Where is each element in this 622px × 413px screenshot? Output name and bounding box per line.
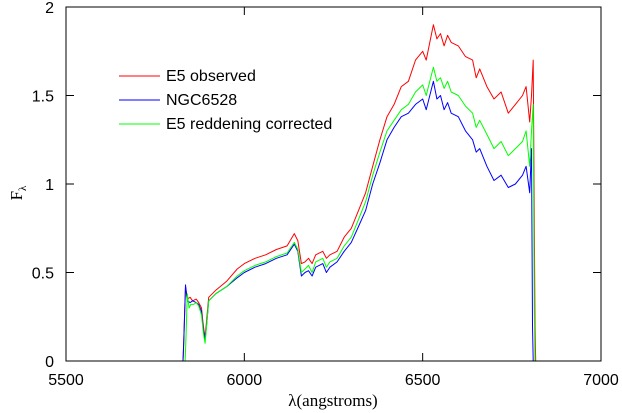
legend-label-1: E5 observed <box>166 68 256 85</box>
legend-label-3: E5 reddening corrected <box>166 116 332 133</box>
x-axis-ticks: 5500 6000 6500 7000 <box>48 7 619 389</box>
x-tick-label: 6000 <box>227 372 263 389</box>
x-axis-label: λ(angstroms) <box>288 391 377 410</box>
y-tick-label: 0 <box>45 354 54 371</box>
y-axis-label-subscript: λ <box>17 185 29 191</box>
y-tick-label: 0.5 <box>32 266 54 283</box>
y-axis-label-main: F <box>7 191 26 200</box>
y-tick-label: 1 <box>45 177 54 194</box>
y-axis-ticks: 0 0.5 1 1.5 2 <box>32 0 601 371</box>
series-layer <box>182 24 537 362</box>
legend: E5 observed NGC6528 E5 reddening corrected <box>119 68 332 133</box>
y-axis-label: Fλ <box>7 185 29 200</box>
y-tick-label: 1.5 <box>32 89 54 106</box>
x-tick-label: 6500 <box>405 372 441 389</box>
legend-label-2: NGC6528 <box>166 92 237 109</box>
series-line-3 <box>184 66 536 362</box>
x-tick-label: 7000 <box>583 372 619 389</box>
y-tick-label: 2 <box>45 0 54 17</box>
x-tick-label: 5500 <box>48 372 84 389</box>
